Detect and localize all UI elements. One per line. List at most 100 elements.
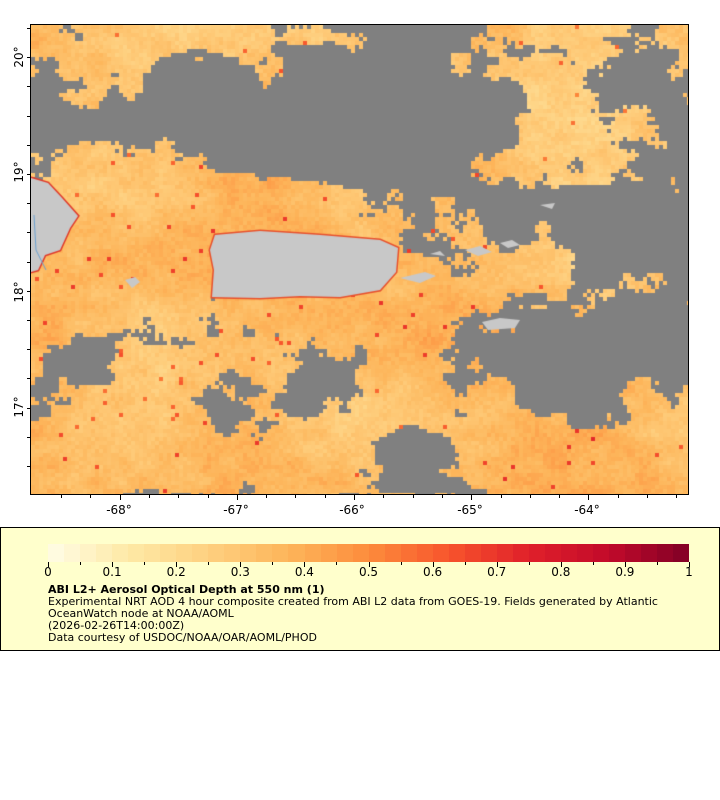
colorbar-swatch bbox=[176, 544, 193, 562]
colorbar-tick bbox=[240, 562, 242, 567]
colorbar-tick bbox=[208, 562, 210, 565]
colorbar-swatch bbox=[641, 544, 658, 562]
lat-tick bbox=[27, 57, 31, 58]
colorbar-swatch bbox=[432, 544, 449, 562]
lon-tick bbox=[266, 494, 267, 498]
colorbar-swatch bbox=[144, 544, 161, 562]
colorbar-swatch bbox=[208, 544, 225, 562]
colorbar-swatch bbox=[544, 544, 561, 562]
colorbar-tick bbox=[464, 562, 466, 565]
colorbar-swatch bbox=[496, 544, 513, 562]
colorbar-tick-label: 0.9 bbox=[615, 565, 635, 579]
lon-tick bbox=[325, 494, 326, 498]
lon-tick bbox=[383, 494, 384, 498]
colorbar-swatch bbox=[480, 544, 497, 562]
colorbar-tick-label: 0.6 bbox=[423, 565, 443, 579]
colorbar-tick bbox=[112, 562, 114, 567]
colorbar-tick bbox=[272, 562, 274, 565]
colorbar-swatch bbox=[657, 544, 674, 562]
lon-tick bbox=[647, 494, 648, 498]
lat-tick bbox=[27, 291, 31, 292]
colorbar-tick bbox=[400, 562, 402, 565]
colorbar-swatch bbox=[673, 544, 690, 562]
lon-tick bbox=[354, 494, 355, 500]
lat-tick bbox=[27, 320, 31, 321]
colorbar-tick bbox=[176, 562, 178, 567]
colorbar-swatch bbox=[368, 544, 385, 562]
lon-tick bbox=[413, 494, 414, 498]
legend-credit: Data courtesy of USDOC/NOAA/OAR/AOML/PHO… bbox=[48, 631, 317, 644]
lat-tick bbox=[27, 174, 31, 175]
colorbar-tick-label: 0.5 bbox=[358, 565, 379, 579]
lon-tick bbox=[208, 494, 209, 498]
colorbar-tick-label: 0.2 bbox=[166, 565, 186, 579]
lon-tick bbox=[618, 494, 619, 498]
colorbar-swatch bbox=[128, 544, 145, 562]
colorbar-swatch bbox=[272, 544, 289, 562]
colorbar-swatch bbox=[512, 544, 529, 562]
lon-tick bbox=[237, 494, 238, 500]
colorbar-swatch bbox=[448, 544, 465, 562]
lat-tick-label: 18° bbox=[12, 281, 26, 303]
lon-tick bbox=[530, 494, 531, 498]
lat-tick-label: 17° bbox=[12, 396, 26, 418]
colorbar-tick bbox=[304, 562, 306, 567]
lat-tick bbox=[27, 86, 31, 87]
lat-tick bbox=[27, 262, 31, 263]
colorbar-swatch bbox=[400, 544, 417, 562]
colorbar-swatch bbox=[625, 544, 642, 562]
colorbar-swatch bbox=[561, 544, 578, 562]
legend-description-1: Experimental NRT AOD 4 hour composite cr… bbox=[48, 595, 658, 608]
lon-tick-label: -64° bbox=[574, 503, 600, 517]
colorbar-tick-label: 0 bbox=[44, 565, 52, 579]
colorbar-swatch bbox=[64, 544, 81, 562]
lat-tick-label: 19° bbox=[12, 161, 26, 183]
colorbar-tick bbox=[528, 562, 530, 565]
legend-description-2: OceanWatch node at NOAA/AOML bbox=[48, 607, 234, 620]
colorbar-swatch bbox=[528, 544, 545, 562]
colorbar-tick bbox=[592, 562, 594, 565]
lat-tick bbox=[27, 145, 31, 146]
lon-tick bbox=[501, 494, 502, 498]
lon-tick-label: -66° bbox=[339, 503, 365, 517]
lon-tick bbox=[442, 494, 443, 498]
colorbar-swatch bbox=[112, 544, 129, 562]
colorbar-swatch bbox=[288, 544, 305, 562]
map-frame bbox=[30, 24, 689, 495]
legend-title: ABI L2+ Aerosol Optical Depth at 550 nm … bbox=[48, 583, 325, 596]
colorbar-swatch bbox=[80, 544, 97, 562]
colorbar-swatch bbox=[48, 544, 65, 562]
colorbar-tick bbox=[336, 562, 338, 565]
colorbar-swatch bbox=[224, 544, 241, 562]
colorbar-swatch bbox=[577, 544, 594, 562]
colorbar-swatch bbox=[304, 544, 321, 562]
lon-tick bbox=[295, 494, 296, 498]
colorbar-swatch bbox=[352, 544, 369, 562]
colorbar-tick-label: 0.4 bbox=[294, 565, 314, 579]
lon-tick-label: -68° bbox=[106, 503, 132, 517]
legend-panel: 0 0.1 0.2 0.3 0.4 0.5 0.6 0.7 0.8 0.9 1 ABI L2+ Ae… bbox=[0, 527, 720, 651]
lon-tick bbox=[676, 494, 677, 498]
colorbar-swatch bbox=[336, 544, 353, 562]
colorbar-tick-label: 0.8 bbox=[551, 565, 571, 579]
colorbar-tick bbox=[48, 562, 49, 567]
colorbar-swatch bbox=[464, 544, 481, 562]
legend-time: (2026-02-26T14:00:00Z) bbox=[48, 619, 185, 632]
lon-tick bbox=[559, 494, 560, 498]
colorbar-tick bbox=[368, 562, 370, 567]
colorbar bbox=[48, 544, 690, 562]
colorbar-tick bbox=[144, 562, 146, 565]
colorbar-swatch bbox=[96, 544, 113, 562]
lat-tick bbox=[27, 378, 31, 379]
colorbar-tick bbox=[689, 562, 690, 567]
colorbar-tick-label: 0.1 bbox=[102, 565, 122, 579]
colorbar-tick bbox=[80, 562, 82, 565]
colorbar-swatch bbox=[416, 544, 433, 562]
colorbar-swatch bbox=[160, 544, 177, 562]
lat-tick bbox=[27, 437, 31, 438]
lon-tick bbox=[120, 494, 121, 500]
lon-tick bbox=[588, 494, 589, 500]
colorbar-tick bbox=[496, 562, 498, 567]
lat-tick bbox=[27, 466, 31, 467]
lat-tick bbox=[27, 28, 31, 29]
